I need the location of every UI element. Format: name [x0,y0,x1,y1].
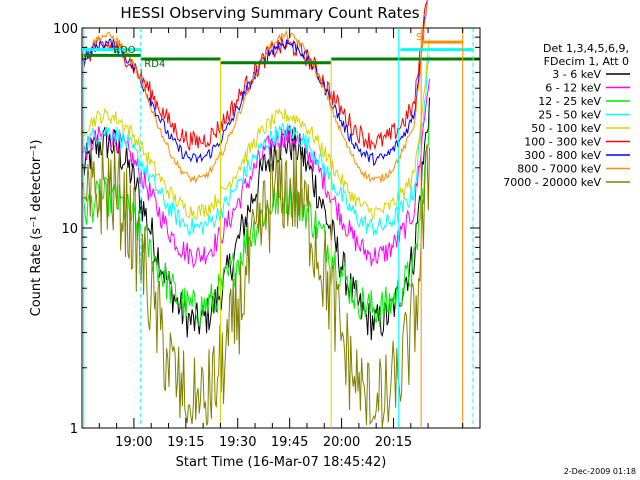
legend-label-1: 6 - 12 keV [545,82,601,95]
x-tick-label-0: 19:00 [115,435,152,450]
annotation-s: S [416,32,422,43]
series-line-3 [82,55,430,237]
y-tick-label-2: 100 [53,22,78,37]
tick-group: 1 10 100 19:00 19:15 19:30 19:45 20:00 20:15 [53,22,481,450]
legend-label-8: 7000 - 20000 keV [503,176,601,189]
x-tick-label-2: 19:30 [219,435,256,450]
x-tick-label-1: 19:15 [167,435,204,450]
legend-label-7: 800 - 7000 keV [517,163,601,176]
legend-header-line-1: Det 1,3,4,5,6,9, [543,42,629,55]
y-axis-label: Count Rate (s⁻¹ detector⁻¹) [29,140,44,317]
legend-label-4: 50 - 100 keV [531,122,601,135]
x-tick-label-5: 20:15 [375,435,412,450]
series-line-6 [82,0,429,167]
footer-date: 2-Dec-2009 01:18 [564,467,636,476]
x-axis-label: Start Time (16-Mar-07 18:45:42) [176,455,387,470]
y-tick-label-1: 10 [61,222,78,237]
legend-header-line-2: FDecim 1, Att 0 [544,55,629,68]
annotation-rdo: RDO [113,45,136,56]
chart-title: HESSI Observing Summary Count Rates [120,4,419,22]
x-tick-label-3: 19:45 [271,435,308,450]
annotation-rd4: RD4 [144,59,165,70]
legend-label-3: 25 - 50 keV [538,109,601,122]
plot-area: RDO RD4 S 1 10 100 19:00 19:15 19:30 19:45 20:00 2… [53,0,481,450]
series-line-8 [82,142,430,428]
legend-label-6: 300 - 800 keV [524,149,601,162]
legend-label-0: 3 - 6 keV [552,68,601,81]
legend-label-5: 100 - 300 keV [524,136,601,149]
y-tick-label-0: 1 [70,422,78,437]
legend-label-2: 12 - 25 keV [538,95,601,108]
x-tick-label-4: 20:00 [323,435,360,450]
legend: Det 1,3,4,5,6,9, FDecim 1, Att 0 3 - 6 k… [503,42,630,189]
